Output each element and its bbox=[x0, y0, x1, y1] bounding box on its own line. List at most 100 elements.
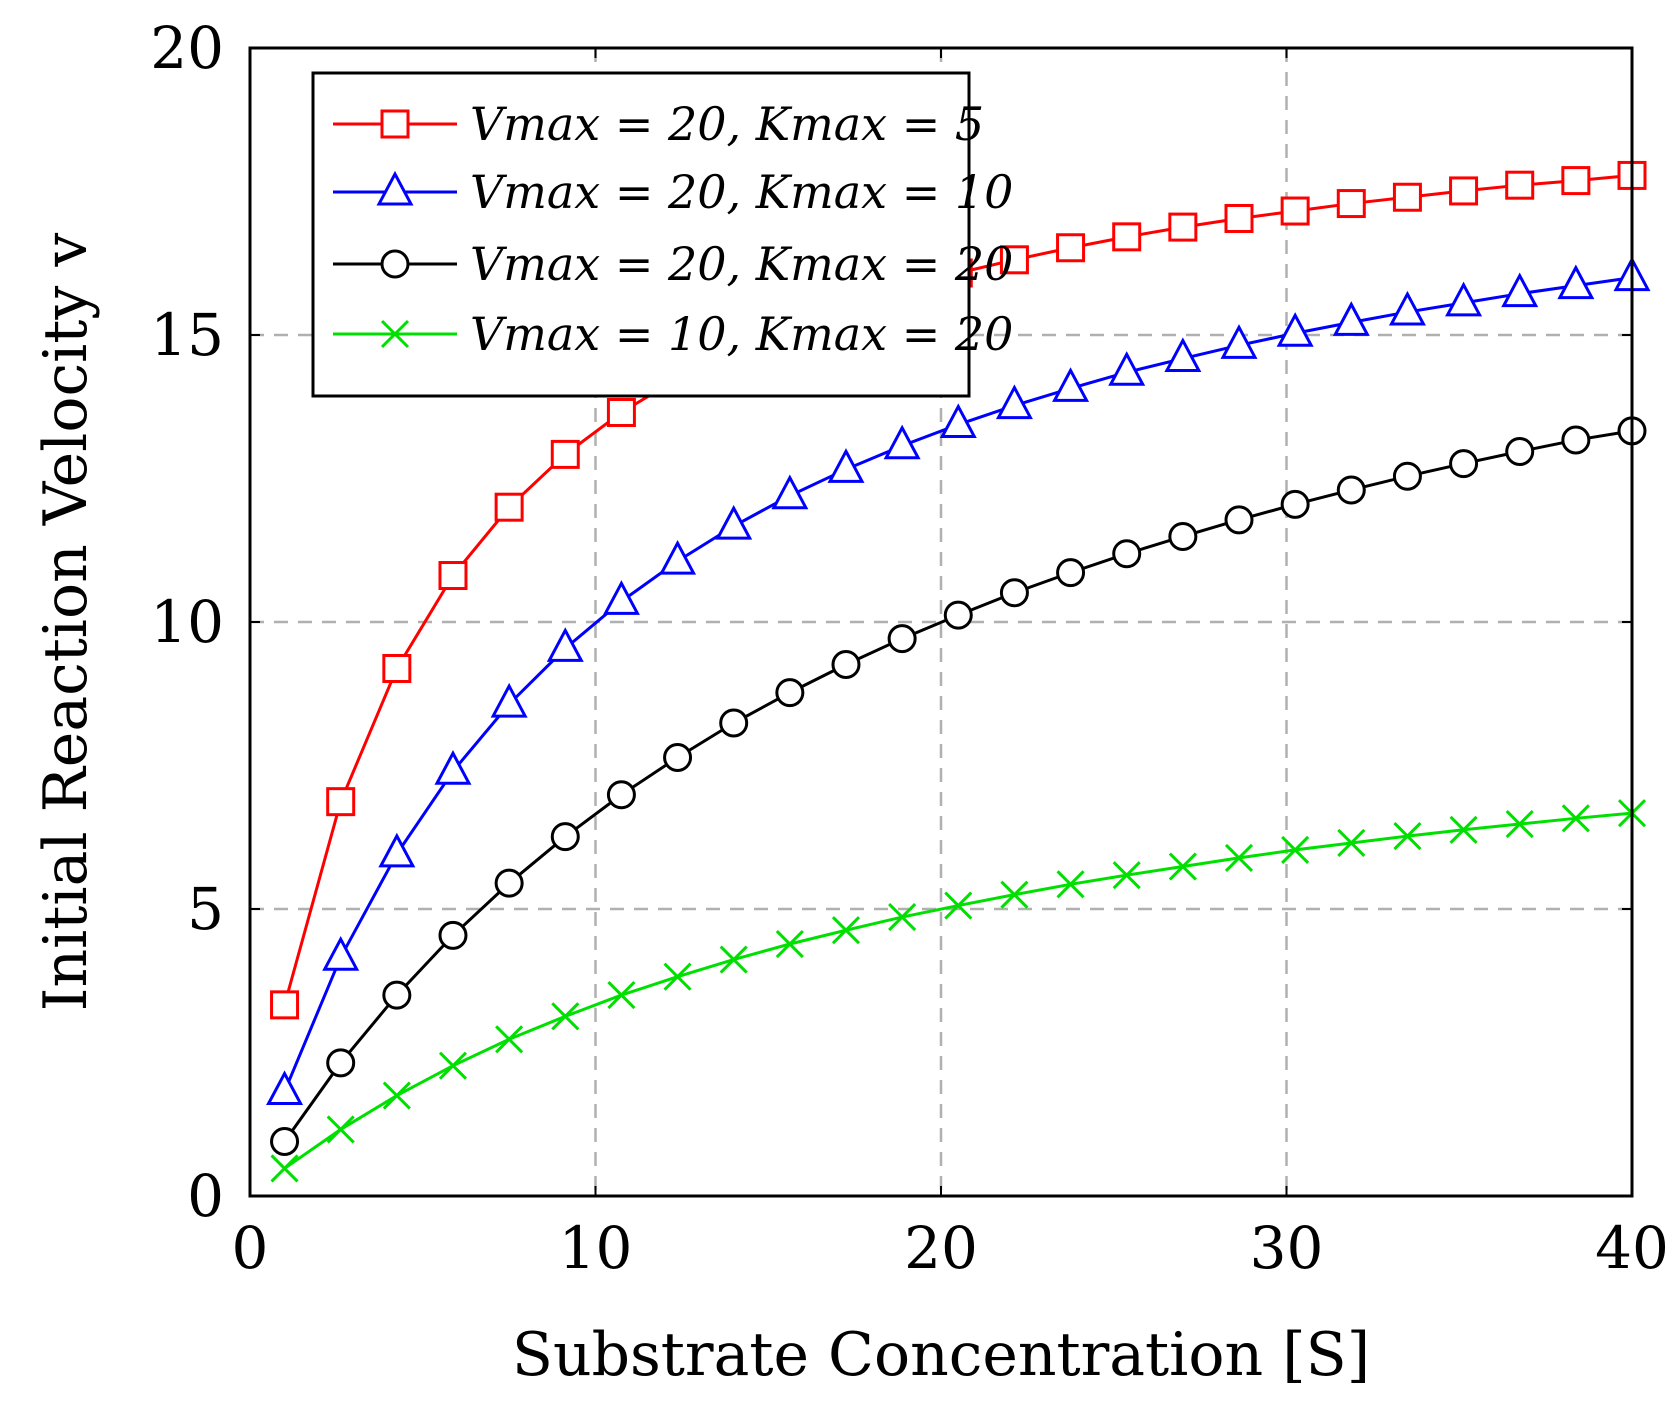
data-point bbox=[434, 750, 472, 785]
data-point bbox=[1388, 290, 1426, 326]
data-point bbox=[827, 448, 865, 483]
data-point bbox=[326, 1048, 356, 1078]
data-point bbox=[1561, 804, 1590, 833]
x-tick-label: 40 bbox=[1595, 1214, 1669, 1282]
data-point bbox=[1112, 861, 1141, 890]
legend-marker bbox=[380, 249, 410, 279]
data-point bbox=[1336, 189, 1366, 219]
data-point bbox=[1445, 281, 1483, 317]
legend-marker bbox=[380, 109, 410, 139]
data-point bbox=[775, 929, 804, 959]
data-point bbox=[550, 439, 580, 469]
legend: Vmax = 20, Kmax = 5 Vmax = 20, Kmax = 10 V… bbox=[311, 71, 1013, 398]
data-point bbox=[939, 403, 977, 439]
data-point bbox=[326, 787, 356, 817]
data-point bbox=[831, 916, 861, 945]
series-line bbox=[283, 811, 1633, 1170]
data-point bbox=[1449, 176, 1479, 206]
x-tick-label: 10 bbox=[559, 1214, 633, 1282]
data-point bbox=[944, 891, 973, 920]
data-point bbox=[887, 624, 917, 654]
data-point bbox=[999, 245, 1029, 275]
data-point bbox=[1336, 475, 1366, 505]
data-point bbox=[1056, 870, 1085, 899]
data-point bbox=[1332, 301, 1370, 336]
data-point bbox=[1505, 437, 1535, 467]
legend-entry: Vmax = 10, Kmax = 20 bbox=[333, 307, 1013, 361]
data-point bbox=[494, 868, 524, 898]
data-point bbox=[775, 678, 805, 708]
data-point bbox=[1561, 425, 1591, 455]
data-point bbox=[490, 682, 528, 718]
data-point bbox=[1168, 521, 1198, 551]
data-point bbox=[270, 990, 300, 1020]
y-tick-label: 20 bbox=[150, 14, 224, 82]
legend-label: Vmax = 20, Kmax = 10 bbox=[470, 165, 1013, 219]
data-point bbox=[382, 1081, 411, 1110]
series-circle bbox=[270, 416, 1647, 1156]
data-point bbox=[663, 962, 692, 991]
data-point bbox=[1561, 166, 1591, 196]
data-point bbox=[382, 653, 412, 683]
y-tick-label: 0 bbox=[187, 1162, 224, 1230]
legend-label: Vmax = 10, Kmax = 20 bbox=[470, 307, 1013, 361]
data-point bbox=[715, 504, 753, 540]
data-point bbox=[943, 600, 973, 630]
data-point bbox=[1392, 461, 1422, 491]
data-point bbox=[1168, 212, 1198, 242]
y-tick-label: 15 bbox=[150, 301, 224, 369]
data-point bbox=[270, 1154, 299, 1183]
data-point bbox=[1220, 324, 1258, 359]
data-point bbox=[1281, 835, 1310, 864]
data-point bbox=[546, 627, 584, 662]
data-point bbox=[438, 920, 468, 950]
x-tick-label: 20 bbox=[904, 1214, 978, 1282]
data-point bbox=[1056, 233, 1086, 263]
data-point bbox=[719, 945, 748, 974]
data-point bbox=[378, 832, 416, 868]
data-point bbox=[266, 1070, 304, 1106]
data-point bbox=[326, 1115, 355, 1144]
data-point bbox=[606, 780, 636, 810]
data-point bbox=[1164, 337, 1202, 373]
data-point bbox=[999, 578, 1029, 608]
series-line bbox=[283, 276, 1633, 1093]
data-point bbox=[607, 981, 636, 1010]
data-point bbox=[1052, 367, 1090, 402]
data-point bbox=[1449, 815, 1478, 844]
series-line bbox=[283, 429, 1633, 1143]
data-point bbox=[1337, 828, 1366, 858]
data-point bbox=[322, 936, 360, 971]
legend-label: Vmax = 20, Kmax = 20 bbox=[470, 237, 1013, 291]
legend-label: Vmax = 20, Kmax = 5 bbox=[470, 97, 984, 151]
legend-marker bbox=[380, 319, 410, 349]
series-layer bbox=[266, 160, 1651, 1183]
data-point bbox=[771, 474, 809, 510]
data-point bbox=[551, 1002, 580, 1031]
legend-entry: Vmax = 20, Kmax = 5 bbox=[333, 97, 984, 151]
series-x bbox=[270, 799, 1647, 1183]
data-point bbox=[438, 561, 468, 591]
ticks: 0 10 20 30 40 0 5 10 15 20 bbox=[150, 14, 1669, 1282]
data-point bbox=[495, 1025, 524, 1054]
data-point bbox=[1112, 539, 1142, 569]
data-point bbox=[1112, 222, 1142, 252]
data-point bbox=[663, 742, 693, 772]
data-point bbox=[1557, 264, 1595, 300]
y-axis-title: Initial Reaction Velocity v bbox=[31, 233, 101, 1012]
legend-marker bbox=[376, 170, 414, 206]
data-point bbox=[606, 397, 636, 427]
data-point bbox=[1280, 489, 1310, 519]
data-point bbox=[1000, 880, 1029, 909]
data-point bbox=[1224, 203, 1254, 233]
data-point bbox=[719, 708, 749, 738]
series-triangle bbox=[266, 256, 1651, 1106]
data-point bbox=[1505, 809, 1534, 839]
data-point bbox=[1168, 852, 1197, 881]
x-tick-label: 0 bbox=[232, 1214, 269, 1282]
data-point bbox=[550, 822, 580, 852]
data-point bbox=[382, 980, 412, 1010]
data-point bbox=[1393, 822, 1422, 851]
